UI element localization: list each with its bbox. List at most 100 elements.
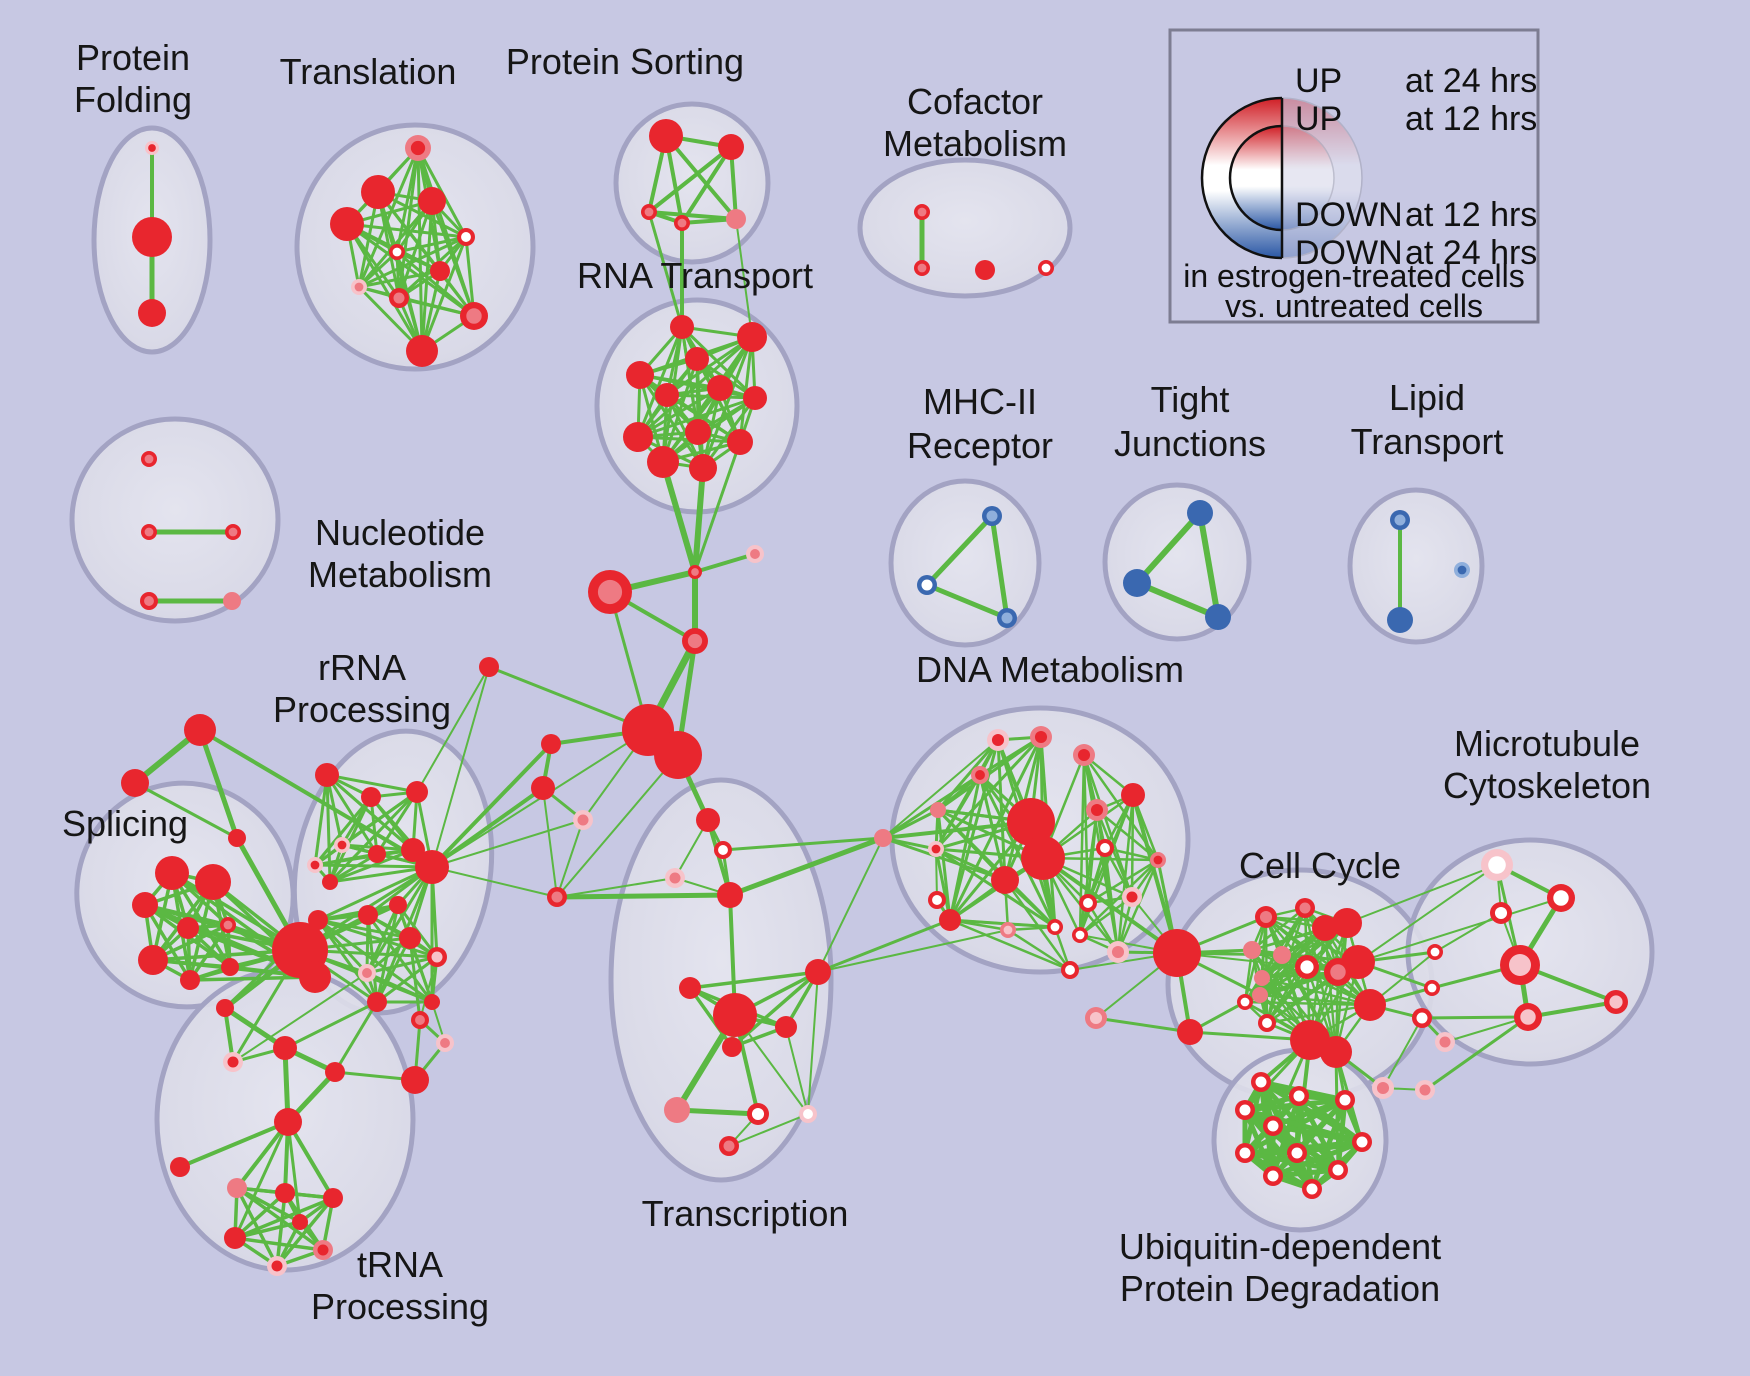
network-node-inner xyxy=(1430,947,1440,957)
network-edge xyxy=(333,1000,379,1074)
network-node-inner xyxy=(1153,855,1163,865)
network-node-inner xyxy=(691,568,699,576)
cluster-label-protein-sorting-line0: Protein Sorting xyxy=(506,41,744,82)
network-node-outer xyxy=(1387,607,1413,633)
network-node-inner xyxy=(1126,891,1138,903)
network-node-outer xyxy=(406,781,428,803)
network-edge xyxy=(1270,1123,1365,1145)
network-node-outer xyxy=(531,776,555,800)
network-node-inner xyxy=(1001,612,1013,624)
network-node-inner xyxy=(750,549,760,559)
network-node-outer xyxy=(647,446,679,478)
network-edge xyxy=(1094,1016,1192,1034)
network-edge xyxy=(233,1220,302,1240)
network-edge xyxy=(430,786,545,869)
network-edge xyxy=(807,971,819,1115)
network-node-inner xyxy=(1339,1094,1351,1106)
network-node-inner xyxy=(1100,843,1110,853)
network-node-inner xyxy=(1239,1104,1251,1116)
network-node-outer xyxy=(874,829,892,847)
cluster-bubble-rna-transport xyxy=(857,157,1073,299)
network-node-outer xyxy=(626,361,654,389)
legend-down-12-time: at 12 hrs xyxy=(1405,196,1537,234)
network-node-outer xyxy=(1007,798,1055,846)
network-node-outer xyxy=(623,422,653,452)
network-edge xyxy=(420,235,468,353)
cluster-label-nucleotide-metabolism-line1: Metabolism xyxy=(308,554,492,595)
network-node-inner xyxy=(991,733,1005,747)
network-edge xyxy=(1526,1000,1618,1019)
network-node-inner xyxy=(577,814,589,826)
network-node-outer xyxy=(418,187,446,215)
network-node-outer xyxy=(685,347,709,371)
network-node-outer xyxy=(330,207,364,241)
network-edge xyxy=(1265,970,1340,1025)
network-edge xyxy=(328,848,415,884)
network-edge xyxy=(1131,793,1179,955)
network-edge xyxy=(357,199,434,289)
network-edge xyxy=(487,665,650,732)
network-edge xyxy=(143,903,192,982)
cluster-label-rrna-processing-line0: rRNA xyxy=(318,647,406,688)
network-node-outer xyxy=(975,260,995,280)
network-node-inner xyxy=(1075,930,1085,940)
network-edge xyxy=(316,918,439,959)
network-edge xyxy=(1078,858,1160,937)
network-edge xyxy=(556,877,676,898)
network-edge xyxy=(674,1107,761,1117)
network-edge xyxy=(936,808,952,922)
network-node-inner xyxy=(1065,965,1075,975)
network-edge xyxy=(664,134,738,221)
network-node-outer xyxy=(424,994,440,1010)
network-node-inner xyxy=(1609,995,1623,1009)
network-node-outer xyxy=(1254,970,1270,986)
network-node-inner xyxy=(392,247,402,257)
cluster-label-lipid-transport-line0: Lipid xyxy=(1389,377,1465,418)
network-node-inner xyxy=(1306,1183,1318,1195)
network-node-inner xyxy=(227,1056,239,1068)
network-edge xyxy=(680,325,757,400)
network-node-outer xyxy=(430,261,450,281)
network-edge xyxy=(735,218,753,338)
network-node-inner xyxy=(677,218,687,228)
cluster-label-protein-folding-line1: Folding xyxy=(74,79,192,120)
network-node-outer xyxy=(308,910,328,930)
network-node-outer xyxy=(224,1227,246,1249)
network-edge xyxy=(375,903,400,1004)
cluster-bubble-protein-sorting xyxy=(613,101,771,265)
network-edge xyxy=(357,235,468,289)
network-edge xyxy=(1134,580,1221,620)
cluster-label-ubiquitin-degradation-line1: Protein Degradation xyxy=(1120,1268,1440,1309)
network-edge xyxy=(1420,1015,1530,1020)
cluster-label-mhc-ii-receptor-line1: Receptor xyxy=(907,425,1053,466)
network-node-outer xyxy=(170,1157,190,1177)
network-node-inner xyxy=(1267,1170,1279,1182)
network-node-outer xyxy=(1290,1020,1330,1060)
network-node-outer xyxy=(805,959,831,985)
network-node-outer xyxy=(479,657,499,677)
network-edge xyxy=(345,222,476,318)
network-node-outer xyxy=(664,1097,690,1123)
network-node-outer xyxy=(930,802,946,818)
network-edge xyxy=(647,210,738,221)
network-node-outer xyxy=(389,896,407,914)
network-edge xyxy=(275,1191,287,1268)
network-nodes xyxy=(121,119,1628,1276)
network-node-inner xyxy=(1267,1120,1279,1132)
network-edge xyxy=(701,396,757,470)
network-node-inner xyxy=(1427,983,1437,993)
cluster-label-mhc-ii-receptor-line0: MHC-II xyxy=(923,381,1037,422)
network-node-inner xyxy=(1332,1164,1344,1176)
network-node-inner xyxy=(1300,960,1314,974)
network-edge xyxy=(365,955,439,975)
network-edge xyxy=(1265,1003,1372,1025)
cluster-label-trna-processing-line0: tRNA xyxy=(357,1244,443,1285)
network-node-outer xyxy=(685,419,711,445)
network-node-inner xyxy=(354,282,364,292)
network-edge xyxy=(1188,1030,1312,1042)
network-node-outer xyxy=(654,731,702,779)
network-edge xyxy=(430,742,553,869)
network-node-outer xyxy=(275,1183,295,1203)
network-edge xyxy=(133,781,239,840)
network-node-outer xyxy=(1243,941,1261,959)
